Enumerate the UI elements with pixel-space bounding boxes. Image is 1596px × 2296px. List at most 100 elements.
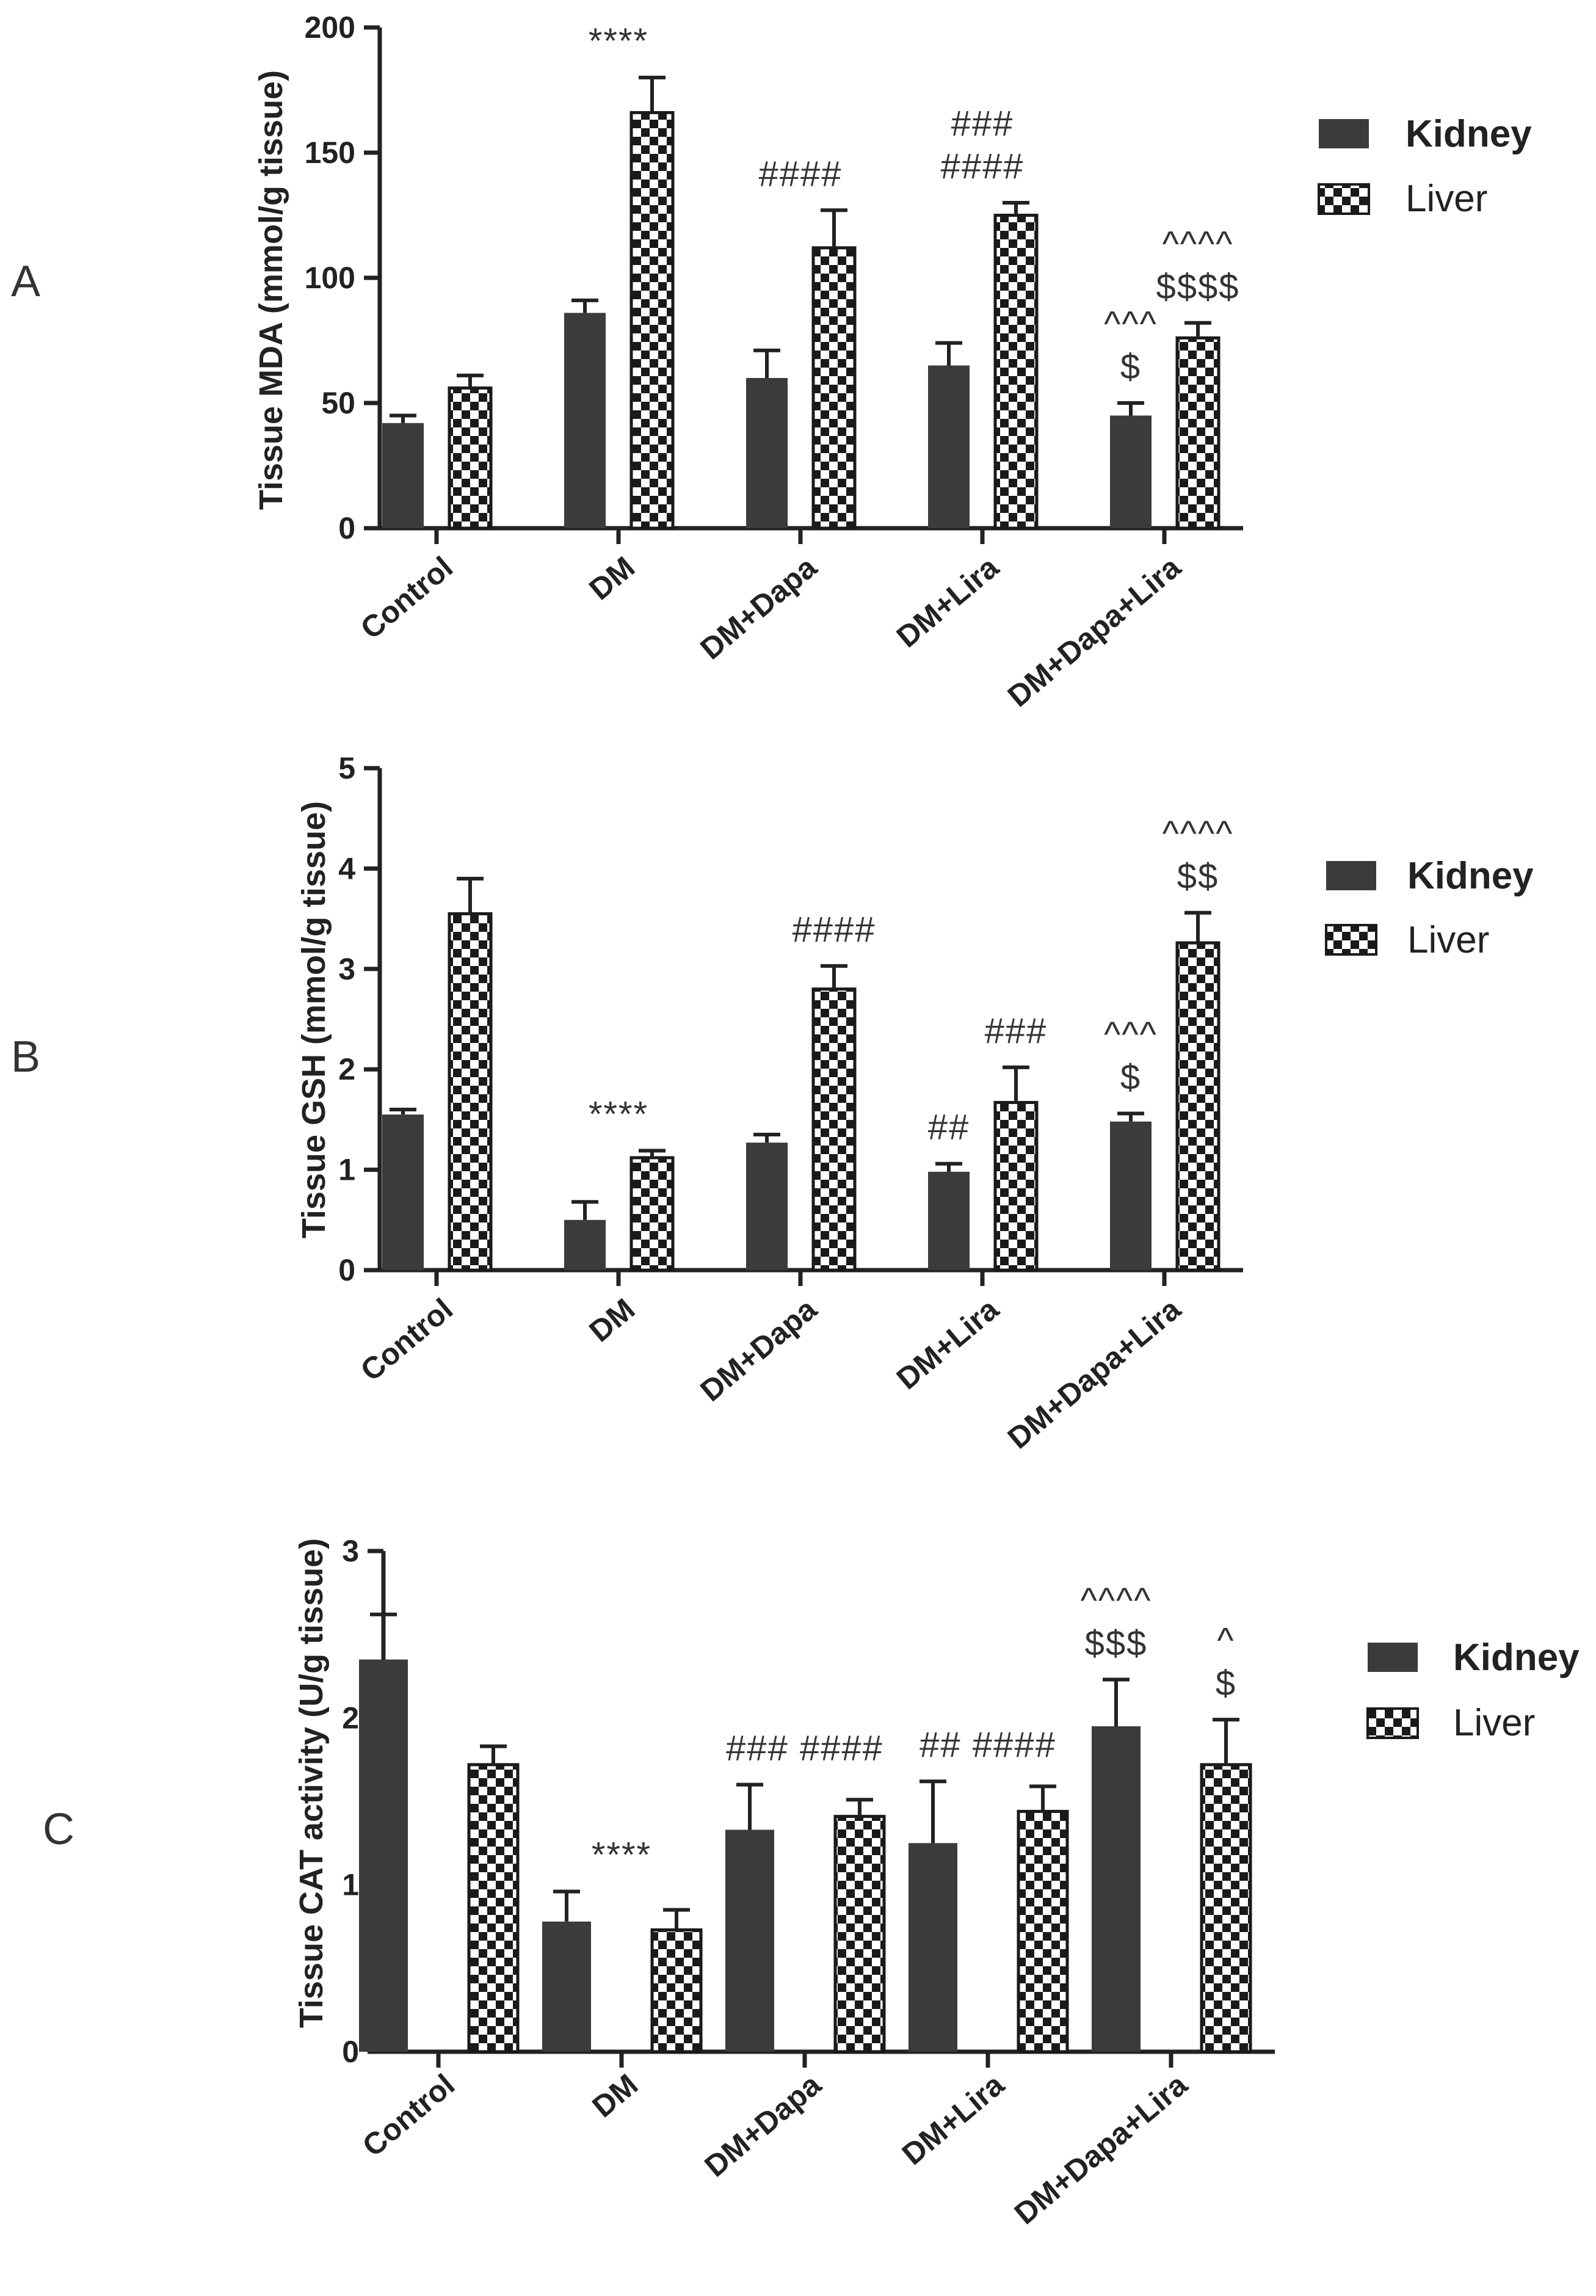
bar-liver-c-3 <box>1017 1809 1069 2054</box>
bar-kidney-b-0 <box>382 1114 424 1270</box>
legend-label-liver-b: Liver <box>1407 919 1489 961</box>
legend-label-kidney-b: Kidney <box>1407 855 1534 897</box>
bar-liver-c-4 <box>1200 1763 1252 2054</box>
significance-annotation-c: ### #### <box>726 1729 883 1768</box>
y-axis-title-b: Tissue GSH (mmol/g tissue) <box>296 801 332 1238</box>
y-tick-label-c: 2 <box>342 1701 359 1735</box>
x-category-label-b: DM <box>583 1292 642 1349</box>
bar-liver-b-4 <box>1175 941 1221 1272</box>
legend-swatch-kidney-a <box>1319 119 1369 148</box>
significance-annotation-c: ^ <box>1217 1621 1235 1660</box>
x-category-label-c: Control <box>356 2068 461 2163</box>
bar-liver-a-2 <box>811 246 857 530</box>
significance-annotation-c: $ <box>1216 1663 1236 1703</box>
y-tick-label-b: 4 <box>338 851 355 885</box>
bar-liver-b-1 <box>629 1156 675 1272</box>
significance-annotation-c: **** <box>592 1836 651 1875</box>
panel-label-a: A <box>11 257 40 306</box>
bar-liver-a-0 <box>448 386 493 530</box>
bar-liver-c-1 <box>650 1928 703 2054</box>
bar-kidney-b-3 <box>928 1171 970 1270</box>
significance-annotation-a: ^^^^ <box>1163 224 1234 264</box>
bar-liver-a-1 <box>629 111 675 530</box>
y-tick-label-b: 0 <box>338 1253 355 1287</box>
legend-b: Kidney Liver <box>1325 855 1534 961</box>
legend-label-liver-c: Liver <box>1453 1702 1535 1744</box>
legend-swatch-kidney-c <box>1368 1643 1418 1672</box>
y-tick-label-c: 1 <box>342 1868 359 1902</box>
legend-label-kidney-c: Kidney <box>1453 1637 1580 1679</box>
x-category-label-a: Control <box>354 550 459 646</box>
legend-a: Kidney Liver <box>1318 113 1532 220</box>
legend-swatch-liver-a <box>1318 183 1370 215</box>
significance-annotation-a: #### <box>758 154 842 194</box>
x-category-label-a: DM+Lira <box>890 550 1006 654</box>
significance-annotation-b: ## <box>928 1108 970 1147</box>
bar-kidney-b-4 <box>1110 1121 1152 1270</box>
y-axis-title-a: Tissue MDA (mmol/g tissue) <box>253 70 289 510</box>
bar-kidney-c-4 <box>1092 1726 1141 2052</box>
bar-kidney-c-0 <box>359 1659 408 2052</box>
y-axis-title-c: Tissue CAT activity (U/g tissue) <box>293 1538 330 2028</box>
panel-label-b: B <box>11 1033 40 1081</box>
legend-swatch-kidney-b <box>1326 861 1376 890</box>
bar-kidney-c-3 <box>909 1843 957 2052</box>
y-tick-label-b: 3 <box>338 952 355 986</box>
bar-kidney-b-2 <box>746 1143 788 1270</box>
plot-area-b: 0 1 2 3 4 5 Control DM DM+Dapa DM+LiraDM+Dapa+Lir… <box>338 751 1243 1455</box>
significance-annotation-c: ## #### <box>920 1725 1056 1765</box>
bar-kidney-b-1 <box>564 1219 606 1270</box>
bar-liver-c-0 <box>467 1763 520 2054</box>
bar-kidney-a-2 <box>746 378 788 528</box>
panel-c: C Tissue CAT activity (U/g tissue) 0 1 2 3 C… <box>43 1534 1580 2231</box>
y-tick-label-a: 200 <box>305 10 355 45</box>
x-category-label-c: DM+Dapa+Lira <box>1008 2067 1194 2231</box>
bar-liver-c-2 <box>833 1815 886 2054</box>
y-tick-label-b: 2 <box>338 1052 355 1086</box>
significance-annotation-a: $$$$ <box>1156 267 1239 307</box>
bar-kidney-a-0 <box>382 423 424 528</box>
x-category-label-b: Control <box>354 1292 459 1388</box>
significance-annotation-b: #### <box>792 910 876 950</box>
significance-annotation-a: **** <box>589 21 648 61</box>
panel-label-c: C <box>43 1805 74 1854</box>
x-category-label-c: DM+Dapa <box>698 2067 828 2184</box>
legend-c: Kidney Liver <box>1366 1637 1580 1744</box>
significance-annotation-a: ^^^ <box>1104 304 1158 344</box>
significance-annotation-c: $$$ <box>1085 1623 1148 1663</box>
bar-kidney-c-1 <box>542 1921 591 2052</box>
y-tick-label-c: 0 <box>342 2035 359 2069</box>
x-category-label-a: DM+Dapa+Lira <box>1001 550 1188 714</box>
y-tick-label-b: 1 <box>338 1153 355 1187</box>
y-tick-label-a: 0 <box>338 511 355 545</box>
significance-annotation-a: #### <box>940 147 1024 186</box>
y-tick-label-a: 50 <box>321 386 355 420</box>
x-category-label-b: DM+Dapa <box>694 1292 824 1408</box>
x-category-label-a: DM <box>583 550 642 607</box>
legend-swatch-liver-b <box>1325 924 1377 956</box>
significance-annotation-b: ^^^^ <box>1163 814 1234 854</box>
y-tick-label-a: 150 <box>305 136 355 170</box>
bar-liver-a-4 <box>1175 336 1221 530</box>
legend-label-liver-a: Liver <box>1406 178 1487 220</box>
significance-annotation-b: ^^^ <box>1104 1015 1158 1055</box>
significance-annotation-a: $ <box>1120 347 1141 387</box>
x-category-label-b: DM+Lira <box>890 1292 1006 1396</box>
y-tick-label-a: 100 <box>305 261 355 295</box>
x-category-label-c: DM+Lira <box>896 2067 1011 2171</box>
plot-area-a: 0 50 100 150 200 Control DM DM+Dapa DM+LiraDM+Da… <box>305 10 1243 713</box>
significance-annotation-b: **** <box>589 1094 648 1134</box>
legend-swatch-liver-c <box>1366 1707 1419 1739</box>
bar-liver-b-3 <box>993 1100 1039 1272</box>
legend-label-kidney-a: Kidney <box>1406 113 1532 155</box>
significance-annotation-c: ^^^^ <box>1081 1580 1152 1620</box>
significance-annotation-b: $$ <box>1177 857 1219 896</box>
significance-annotation-b: ### <box>985 1011 1048 1051</box>
bar-liver-a-3 <box>993 214 1039 530</box>
bar-kidney-a-4 <box>1110 415 1152 528</box>
x-category-label-b: DM+Dapa+Lira <box>1001 1292 1188 1456</box>
panel-a: A Tissue MDA (mmol/g tissue) 0 50 100 150 20… <box>11 10 1532 713</box>
significance-annotation-a: ### <box>951 104 1014 144</box>
